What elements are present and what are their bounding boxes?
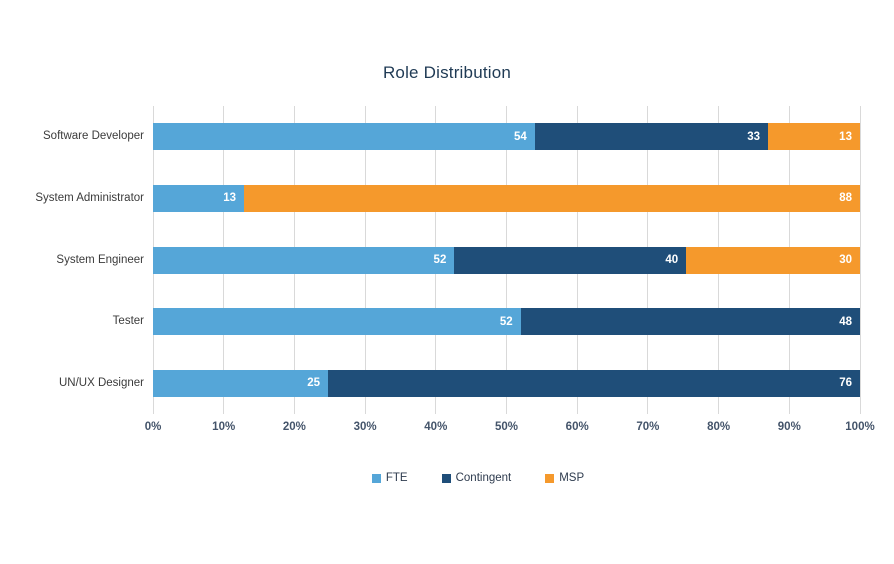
x-axis-tick-label: 100% bbox=[845, 421, 875, 433]
bar-value-label: 30 bbox=[839, 254, 852, 266]
legend-item-msp: MSP bbox=[545, 472, 584, 484]
bar-segment-contingent: 33 bbox=[534, 123, 769, 151]
category-label: UN/UX Designer bbox=[59, 376, 144, 389]
bar-segment-contingent: 76 bbox=[328, 369, 860, 397]
bar-value-label: 33 bbox=[747, 130, 761, 143]
x-axis-tick-label: 30% bbox=[353, 421, 377, 433]
bar-segment-fte: 13 bbox=[153, 184, 244, 212]
bar-segment-contingent: 40 bbox=[454, 246, 687, 274]
bar-value-label: 40 bbox=[665, 254, 679, 266]
bar-value-label: 54 bbox=[513, 130, 527, 143]
legend: FTE Contingent MSP bbox=[62, 472, 894, 484]
bar-segment-fte: 52 bbox=[153, 308, 521, 336]
bar-segment-msp: 88 bbox=[244, 184, 860, 212]
bar-value-label: 25 bbox=[307, 377, 320, 390]
bar-segment-msp: 30 bbox=[686, 246, 860, 274]
bar-segment-msp: 13 bbox=[768, 123, 860, 151]
legend-label: FTE bbox=[385, 472, 408, 484]
x-axis-tick-label: 50% bbox=[494, 421, 519, 433]
bar-row: System Administrator 13 88 bbox=[35, 184, 860, 212]
legend-swatch-icon bbox=[545, 473, 555, 483]
category-label: Software Developer bbox=[43, 130, 144, 143]
category-label: System Engineer bbox=[56, 253, 144, 266]
bar-value-label: 48 bbox=[839, 315, 852, 328]
legend-label: MSP bbox=[559, 472, 585, 484]
bar-value-label: 13 bbox=[839, 130, 852, 143]
bar-segment-fte: 54 bbox=[153, 123, 535, 151]
bar-value-label: 52 bbox=[499, 315, 513, 328]
x-axis-tick-label: 90% bbox=[777, 421, 801, 433]
legend-item-contingent: Contingent bbox=[441, 472, 512, 484]
bar-row: Software Developer 54 33 13 bbox=[43, 123, 860, 151]
x-axis-tick-label: 70% bbox=[636, 421, 660, 433]
x-axis-tick-label: 40% bbox=[424, 421, 448, 433]
bar-value-label: 88 bbox=[839, 192, 852, 205]
x-axis-tick-label: 60% bbox=[565, 421, 589, 433]
legend-swatch-icon bbox=[371, 473, 381, 483]
gridline bbox=[859, 106, 861, 414]
legend-label: Contingent bbox=[455, 472, 512, 484]
bar-segment-contingent: 48 bbox=[520, 308, 860, 336]
x-axis-tick-label: 80% bbox=[707, 421, 731, 433]
bar-segment-fte: 52 bbox=[153, 246, 455, 274]
bar-row: Tester 52 48 bbox=[113, 308, 860, 336]
bar-value-label: 52 bbox=[433, 254, 447, 266]
category-label: System Administrator bbox=[35, 191, 144, 204]
bar-row: System Engineer 52 40 30 bbox=[56, 246, 860, 274]
category-label: Tester bbox=[112, 315, 144, 328]
bar-row: UN/UX Designer 25 76 bbox=[59, 369, 860, 397]
legend-swatch-icon bbox=[441, 473, 451, 483]
bar-value-label: 13 bbox=[223, 192, 236, 205]
plot-area: Software Developer 54 33 13 System Administr… bbox=[35, 106, 875, 433]
x-axis-tick-label: 20% bbox=[282, 421, 306, 433]
x-axis-tick-label: 10% bbox=[212, 421, 236, 433]
chart-title: Role Distribution bbox=[382, 63, 512, 82]
bar-value-label: 76 bbox=[839, 377, 852, 390]
legend-item-fte: FTE bbox=[371, 472, 408, 484]
x-axis-tick-label: 0% bbox=[144, 421, 162, 433]
bar-segment-fte: 25 bbox=[153, 369, 328, 397]
